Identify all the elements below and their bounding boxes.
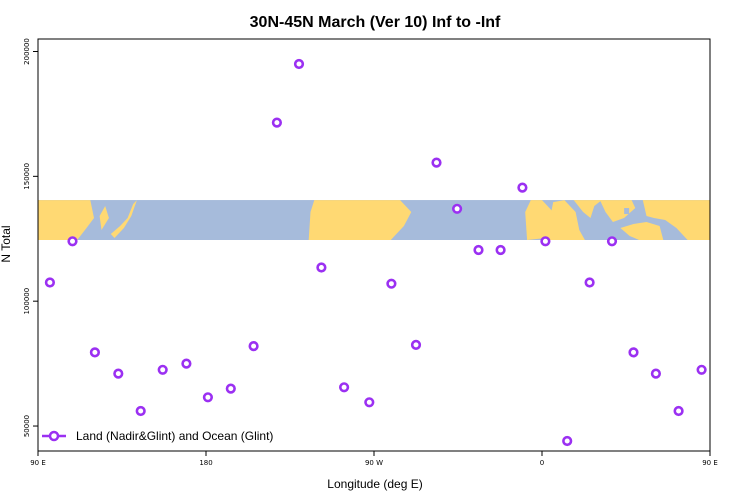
y-tick-label: 100000 [23,288,31,315]
data-point [696,364,707,375]
land-shape-8 [620,222,664,240]
data-point [316,262,327,273]
y-axis: 50000 100000 150000 200000 [23,38,38,437]
x-axis-label: Longitude (deg E) [327,477,422,491]
legend-label: Land (Nadir&Glint) and Ocean (Glint) [76,429,273,443]
data-points [44,58,707,447]
x-axis: 90 E 180 90 W 0 90 E [30,451,718,467]
data-point [293,58,305,70]
land-shape-2 [110,200,137,238]
data-point [431,157,442,168]
map-band-land [38,200,710,240]
data-point [157,364,168,375]
data-point [386,278,397,289]
y-tick-label: 50000 [23,415,31,437]
legend: Land (Nadir&Glint) and Ocean (Glint) [42,429,273,443]
data-point [364,397,375,408]
data-point [495,244,506,256]
data-point [113,368,124,379]
data-point [562,435,573,447]
land-shape-5 [545,200,585,240]
caspian-sea-shape [624,208,630,215]
data-point [540,236,551,247]
legend-marker [48,430,60,442]
y-tick-label: 200000 [23,38,31,65]
data-point [339,382,350,393]
map-band [38,200,710,241]
data-point [67,236,78,247]
data-point [673,405,684,417]
black-sea-shape [596,210,605,214]
y-axis-label: N Total [0,225,13,262]
data-point [89,347,100,358]
y-tick-label: 150000 [23,163,31,190]
data-point [248,341,259,352]
data-point [271,117,283,128]
land-shape-6 [573,200,602,218]
x-tick-label: 180 [199,459,212,467]
land-shape-0 [38,200,94,240]
data-point [517,182,528,193]
data-point [202,392,213,403]
chart-title: 30N-45N March (Ver 10) Inf to -Inf [250,14,501,31]
data-point [452,203,463,214]
x-tick-label: 90 E [702,459,718,467]
data-point [181,358,192,369]
land-shape-3 [308,200,412,240]
data-point [473,244,484,256]
land-shape-9 [642,200,710,240]
data-point [135,405,146,417]
x-tick-label: 90 E [30,459,46,467]
land-shape-1 [99,206,109,230]
x-tick-label: 90 W [365,459,383,467]
data-point [584,277,595,288]
x-tick-label: 0 [540,459,544,467]
data-point [606,236,618,247]
data-point [225,383,236,394]
data-point [410,339,422,351]
data-point [650,368,662,379]
data-point [44,277,56,288]
land-shape-7 [599,200,636,222]
data-point [628,347,639,358]
